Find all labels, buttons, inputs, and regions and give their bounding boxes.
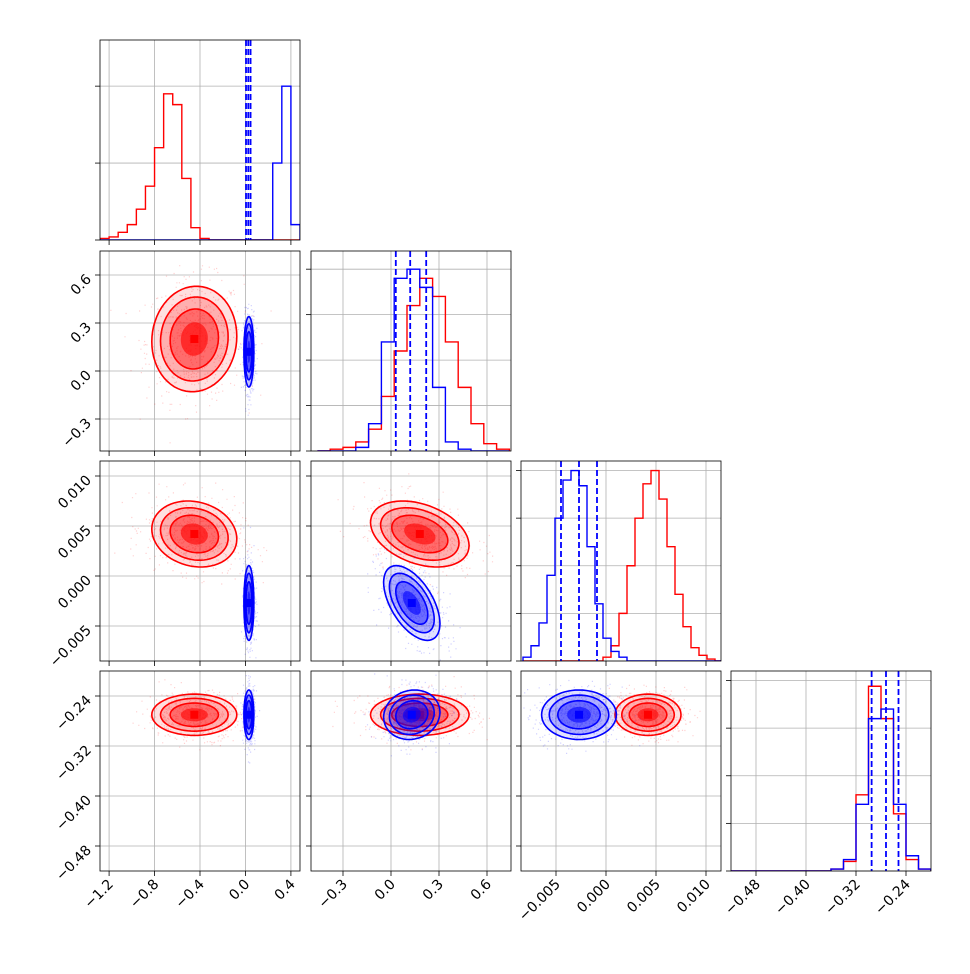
panel-frame-1-1	[310, 250, 512, 452]
contour-line-3-2-series-1-1	[548, 694, 610, 736]
contour-line-3-1-series-1-0	[394, 699, 429, 730]
y-tick-label-param-1-2: 0.3	[68, 320, 95, 347]
x-tick-label-param-1-2: 0.3	[420, 877, 447, 904]
contour-line-2-1-series-0-0	[390, 514, 449, 554]
contour-line-3-1-series-1-2	[382, 689, 441, 741]
histogram-series-0-param-2	[523, 469, 721, 661]
contour-line-3-0-series-0-1	[159, 697, 229, 733]
histogram-series-0-param-3	[731, 685, 931, 871]
x-tick-label-param-3-2: −0.32	[822, 877, 864, 919]
y-tick-label-param-3-0: −0.48	[53, 843, 95, 885]
mode-marker-3-2-series-1	[575, 710, 583, 719]
contour-line-2-1-series-0-2	[369, 500, 470, 568]
panel-frame-3-2	[520, 670, 722, 872]
histogram-series-0-param-0	[100, 93, 300, 240]
y-tick-label-param-1-0: −0.3	[59, 416, 94, 451]
scatter-group-1-0	[110, 265, 272, 444]
y-tick-label-param-2-0: −0.005	[47, 623, 95, 671]
contour-line-3-0-series-1-2	[243, 689, 255, 741]
mode-marker-1-0-series-1	[244, 347, 253, 356]
contour-line-2-1-series-1-1	[388, 572, 436, 634]
histogram-group-0	[100, 40, 300, 240]
contour-line-3-2-series-0-2	[614, 693, 682, 737]
mode-marker-2-0-series-0	[190, 530, 199, 538]
x-tick-label-param-0-2: −0.4	[172, 876, 207, 911]
mode-marker-1-0-series-0	[190, 335, 199, 343]
contour-line-1-0-series-0-0	[169, 308, 220, 370]
y-tick-label-param-3-3: −0.24	[53, 692, 95, 734]
contour-line-2-0-series-0-0	[169, 514, 220, 554]
contour-line-1-0-series-0-2	[150, 285, 238, 393]
mode-marker-2-1-series-1	[407, 599, 416, 607]
mode-marker-3-2-series-0	[644, 710, 652, 719]
histogram-series-1-param-0	[100, 85, 300, 240]
x-tick-label-param-0-0: −1.2	[82, 877, 117, 912]
histogram-group-3	[731, 671, 931, 871]
y-tick-label-param-2-2: 0.005	[55, 523, 95, 563]
x-tick-label-param-1-3: 0.6	[468, 876, 495, 903]
x-tick-label-param-3-0: −0.48	[722, 877, 764, 919]
contour-line-2-0-series-0-2	[150, 500, 238, 568]
contour-line-2-1-series-1-0	[394, 581, 429, 625]
histogram-group-1	[317, 251, 511, 451]
scatter-group-3-0	[132, 675, 261, 764]
histogram-group-2	[522, 461, 721, 661]
contour-line-3-2-series-1-2	[540, 689, 618, 741]
contour-line-2-0-series-1-2	[243, 564, 255, 642]
panel-frame-3-3	[730, 670, 932, 872]
contour-line-3-2-series-0-1	[620, 697, 676, 733]
histogram-series-0-param-1	[317, 277, 511, 451]
scatter-group-3-1	[332, 673, 490, 757]
histogram-series-1-param-2	[522, 469, 721, 661]
scatter-points-3-2-series-0	[592, 684, 701, 746]
y-tick-label-param-3-1: −0.40	[53, 793, 95, 835]
x-tick-label-param-3-3: −0.24	[872, 876, 914, 918]
histogram-series-1-param-3	[731, 708, 931, 871]
scatter-group-2-0	[114, 482, 268, 661]
x-tick-label-param-2-3: 0.010	[674, 877, 714, 917]
contour-line-3-0-series-0-0	[169, 702, 220, 728]
contour-line-2-1-series-0-1	[379, 507, 460, 561]
contour-line-3-1-series-1-1	[388, 694, 436, 736]
x-tick-label-param-0-1: −0.8	[127, 877, 162, 912]
x-tick-label-param-3-1: −0.40	[772, 877, 814, 919]
y-tick-label-param-1-1: 0.0	[68, 368, 95, 395]
x-tick-label-param-0-3: 0.0	[226, 877, 253, 904]
contour-line-2-0-series-0-1	[159, 507, 229, 561]
x-tick-label-param-2-2: 0.005	[624, 877, 664, 917]
scatter-group-2-1	[337, 473, 494, 661]
panel-frame-3-1	[310, 670, 512, 872]
mode-marker-2-0-series-1	[244, 599, 253, 607]
mode-marker-3-1-series-1	[407, 710, 416, 719]
y-tick-label-param-2-1: 0.000	[55, 573, 95, 613]
y-tick-label-param-1-3: 0.6	[68, 271, 95, 298]
histogram-series-1-param-1	[317, 268, 510, 451]
y-tick-label-param-3-2: −0.32	[53, 743, 95, 785]
panel-frame-2-2	[520, 460, 722, 662]
x-tick-label-param-0-4: 0.4	[272, 876, 299, 903]
contour-line-3-2-series-1-0	[556, 699, 602, 730]
contour-line-3-1-series-0-0	[390, 702, 449, 728]
contour-line-3-2-series-0-0	[628, 702, 668, 728]
x-tick-label-param-1-1: 0.0	[372, 877, 399, 904]
contour-line-2-1-series-1-2	[382, 564, 441, 642]
mode-marker-2-1-series-0	[415, 530, 424, 538]
x-tick-label-param-2-0: −0.005	[516, 877, 564, 925]
contour-line-3-0-series-0-2	[150, 693, 238, 737]
mode-marker-3-0-series-1	[244, 710, 253, 719]
mode-marker-3-0-series-0	[190, 710, 199, 719]
contour-line-1-0-series-0-1	[159, 296, 229, 382]
scatter-points-2-0-series-0	[114, 482, 268, 585]
y-tick-label-param-2-3: 0.010	[55, 473, 95, 513]
scatter-group-3-2	[523, 679, 701, 754]
contour-line-3-1-series-0-1	[379, 697, 460, 733]
contour-line-3-1-series-0-2	[369, 693, 470, 737]
panel-frame-2-1	[310, 460, 512, 662]
x-tick-label-param-1-0: −0.3	[315, 877, 350, 912]
x-tick-label-param-2-1: 0.000	[574, 877, 614, 917]
contour-line-1-0-series-1-2	[243, 315, 255, 388]
